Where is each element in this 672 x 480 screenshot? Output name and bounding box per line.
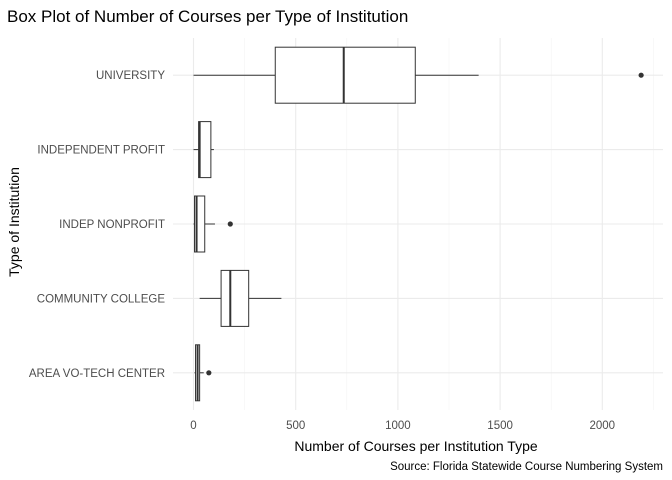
box-area-vo-tech-center: [194, 344, 212, 402]
iqr-box: [198, 121, 212, 179]
x-tick-label: 1000: [385, 420, 411, 432]
boxes-group: [193, 46, 644, 402]
box-indep-nonprofit: [193, 195, 233, 253]
box-independent-profit: [193, 121, 214, 179]
x-axis-ticks: 0 500 1000 1500 2000: [190, 420, 615, 432]
x-axis-title: Number of Courses per Institution Type: [294, 438, 538, 454]
y-tick-label: INDEPENDENT PROFIT: [37, 145, 165, 157]
chart-title: Box Plot of Number of Courses per Type o…: [7, 7, 408, 26]
y-tick-label: INDEP NONPROFIT: [59, 219, 165, 231]
iqr-box: [220, 269, 250, 327]
x-tick-label: 0: [190, 420, 196, 432]
y-tick-label: AREA VO-TECH CENTER: [29, 368, 165, 380]
box-community-college: [199, 269, 282, 327]
chart-caption: Source: Florida Statewide Course Numberi…: [390, 461, 663, 473]
x-tick-label: 500: [286, 420, 305, 432]
y-axis-title: Type of Institution: [6, 167, 22, 277]
grid-lines: [173, 38, 663, 410]
outlier-point: [227, 221, 233, 227]
y-axis-ticks: AREA VO-TECH CENTER COMMUNITY COLLEGE INDE…: [29, 70, 165, 380]
outlier-point: [638, 72, 644, 78]
iqr-box: [274, 46, 416, 104]
x-tick-label: 1500: [487, 420, 513, 432]
y-tick-label: COMMUNITY COLLEGE: [37, 293, 166, 305]
box-university: [193, 46, 644, 104]
outlier-point: [206, 370, 212, 376]
x-tick-label: 2000: [590, 420, 616, 432]
y-tick-label: UNIVERSITY: [96, 70, 165, 82]
iqr-box: [194, 195, 206, 253]
